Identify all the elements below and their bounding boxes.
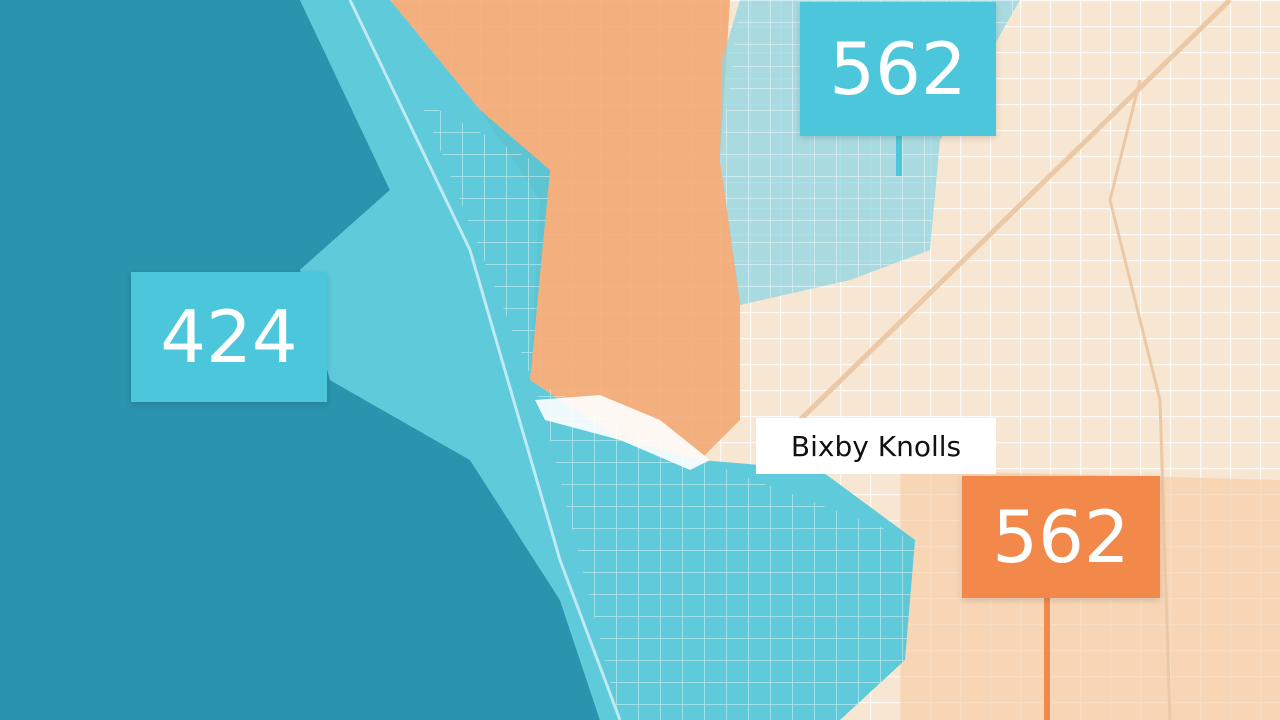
shoreline bbox=[348, 0, 622, 720]
pin-stem-bottom bbox=[1044, 598, 1050, 720]
pin-stem-top bbox=[896, 136, 902, 176]
area-code-label-424[interactable]: 424 bbox=[131, 272, 327, 402]
beach-sand bbox=[535, 395, 710, 470]
orange-zone bbox=[390, 0, 740, 460]
area-code-label-562-south[interactable]: 562 bbox=[962, 476, 1160, 598]
neighborhood-label-bixby-knolls[interactable]: Bixby Knolls bbox=[756, 418, 996, 474]
area-code-label-562-north[interactable]: 562 bbox=[800, 2, 996, 136]
freeway bbox=[798, 0, 1232, 422]
road bbox=[1108, 79, 1172, 720]
coastal-streets bbox=[420, 100, 915, 720]
